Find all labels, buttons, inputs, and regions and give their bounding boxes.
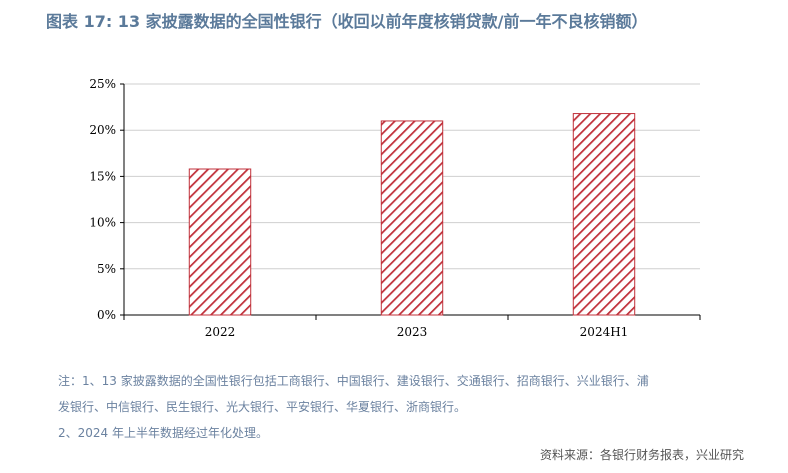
chart-title: 图表 17: 13 家披露数据的全国性银行（收回以前年度核销贷款/前一年不良核销… — [46, 12, 648, 31]
x-tick-label: 2022 — [205, 325, 236, 339]
footnotes: 注：1、13 家披露数据的全国性银行包括工商银行、中国银行、建设银行、交通银行、… — [58, 368, 758, 446]
bar-2022 — [188, 168, 252, 316]
bars — [188, 113, 636, 316]
bar-2023 — [380, 120, 444, 316]
x-tick-label: 2023 — [397, 325, 428, 339]
y-tick-label: 15% — [89, 169, 116, 183]
y-tick-label: 0% — [97, 308, 116, 322]
footnote-line-1: 注：1、13 家披露数据的全国性银行包括工商银行、中国银行、建设银行、交通银行、… — [58, 374, 649, 388]
y-tick-label: 10% — [89, 216, 116, 230]
footnote-line-2: 发银行、中信银行、民生银行、光大银行、平安银行、华夏银行、浙商银行。 — [58, 400, 467, 414]
x-tick-label: 2024H1 — [580, 325, 629, 339]
y-tick-label: 25% — [89, 77, 116, 91]
source-note: 资料来源：各银行财务报表，兴业研究 — [539, 448, 744, 462]
y-tick-label: 5% — [97, 262, 116, 276]
x-tick-labels: 2022 2023 2024H1 — [205, 325, 629, 339]
y-tick-label: 20% — [89, 123, 116, 137]
y-tick-labels: 0% 5% 10% 15% 20% 25% — [89, 77, 116, 322]
footnote-line-3: 2、2024 年上半年数据经过年化处理。 — [58, 426, 268, 440]
bar-chart: 0% 5% 10% 15% 20% 25% 2022 2023 2024H1 — [89, 77, 701, 339]
bar-2024H1 — [572, 113, 636, 316]
